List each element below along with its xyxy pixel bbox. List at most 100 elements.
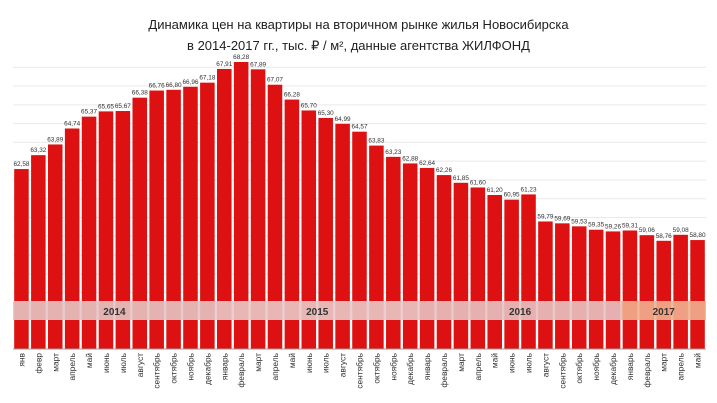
bar: [284, 99, 300, 349]
x-tick-label: май: [490, 353, 500, 368]
value-label: 59,35: [588, 222, 604, 229]
x-tick-label: январь: [219, 352, 229, 380]
value-label: 59,26: [605, 223, 621, 230]
x-tick-label: май: [84, 353, 94, 368]
x-tick-label: апрель: [67, 352, 77, 380]
bar: [453, 182, 469, 349]
value-label: 60,95: [504, 192, 520, 199]
value-label: 59,31: [622, 222, 638, 229]
value-label: 64,99: [335, 116, 351, 123]
chart-title: Динамика цен на квартиры на вторичном ры…: [0, 14, 717, 56]
x-tick-label: сентябрь: [557, 352, 567, 388]
x-tick-label: май: [693, 353, 703, 368]
value-label: 64,74: [64, 120, 80, 127]
bar: [166, 89, 181, 349]
bar: [217, 68, 232, 349]
x-tick-label: июль: [321, 352, 331, 373]
bar: [487, 194, 502, 349]
x-tick-label: апрель: [676, 352, 686, 380]
bar: [81, 116, 97, 350]
bar: [656, 240, 672, 349]
bar: [419, 167, 435, 349]
x-tick-label: июнь: [101, 352, 111, 373]
bar: [352, 131, 367, 349]
x-tick-label: октябрь: [169, 352, 179, 383]
value-label: 58,76: [656, 233, 672, 240]
bar: [588, 229, 604, 349]
x-tick-label: март: [50, 353, 60, 372]
value-label: 66,80: [166, 82, 182, 89]
value-label: 68,28: [233, 54, 249, 61]
bar: [622, 230, 638, 349]
bar: [402, 163, 418, 349]
bar: [132, 97, 148, 350]
value-label: 67,07: [267, 77, 283, 84]
chart-title-line2: в 2014-2017 гг., тыс. ₽ / м², данные аге…: [187, 38, 530, 53]
value-label: 59,08: [673, 227, 689, 234]
bar: [149, 90, 164, 349]
x-tick-label: август: [135, 353, 145, 377]
value-label: 63,83: [368, 138, 384, 145]
x-tick-label: февр: [33, 353, 43, 374]
value-label: 65,30: [318, 110, 334, 117]
year-band: [215, 301, 419, 320]
value-label: 64,57: [352, 124, 368, 131]
x-tick-label: август: [338, 353, 348, 377]
bar: [386, 156, 401, 349]
value-label: 63,23: [385, 149, 401, 156]
bar: [690, 240, 705, 349]
x-tick-label: июль: [118, 352, 128, 373]
bar: [521, 194, 536, 349]
value-label: 61,60: [470, 179, 486, 186]
value-label: 65,37: [81, 109, 97, 116]
value-label: 66,96: [182, 79, 198, 86]
x-tick-label: февраль: [439, 352, 449, 387]
value-label: 61,23: [521, 186, 537, 193]
x-tick-label: апрель: [473, 352, 483, 380]
bar: [301, 110, 317, 349]
bar: [47, 144, 63, 349]
x-tick-label: март: [253, 353, 263, 372]
bar: [64, 128, 80, 349]
bar: [183, 86, 198, 350]
x-tick-label: июль: [524, 352, 534, 373]
bar: [267, 84, 283, 349]
x-tick-label: ноябрь: [185, 352, 195, 380]
bar: [538, 221, 553, 349]
bar: [233, 62, 249, 349]
value-label: 67,89: [250, 61, 266, 68]
bar: [639, 235, 655, 349]
x-tick-label: ноябрь: [388, 352, 398, 380]
value-label: 65,70: [301, 102, 317, 109]
bar: [318, 117, 333, 350]
x-tick-label: янв: [16, 352, 26, 366]
value-label: 62,64: [419, 160, 435, 167]
bar: [436, 175, 452, 349]
x-tick-label: февраль: [642, 352, 652, 387]
x-tick-label: июнь: [304, 352, 314, 373]
bar: [14, 169, 29, 349]
x-tick-label: октябрь: [371, 352, 381, 383]
value-label: 59,69: [554, 215, 570, 222]
bar: [115, 111, 131, 349]
value-label: 63,89: [47, 136, 63, 143]
bar: [200, 82, 215, 349]
bar: [571, 226, 587, 349]
value-label: 59,06: [639, 227, 655, 234]
value-label: 59,53: [571, 218, 587, 225]
value-label: 66,28: [284, 92, 300, 99]
bar: [369, 145, 384, 349]
value-label: 61,85: [453, 175, 469, 182]
x-tick-label: февраль: [236, 352, 246, 387]
value-label: 63,32: [30, 147, 46, 154]
bar: [250, 69, 266, 350]
x-tick-label: январь: [625, 352, 635, 380]
x-tick-label: март: [659, 353, 669, 372]
x-tick-label: август: [540, 353, 550, 377]
year-band: [418, 301, 622, 320]
year-label: 2016: [509, 307, 532, 318]
value-label: 67,18: [199, 75, 215, 82]
year-label: 2017: [653, 307, 676, 318]
